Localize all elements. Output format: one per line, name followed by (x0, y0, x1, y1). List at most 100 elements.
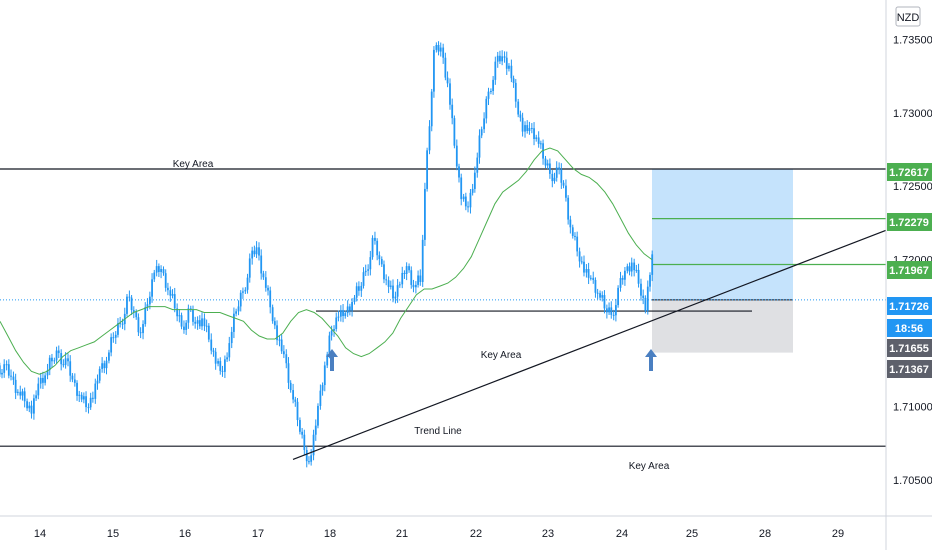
candle-body (105, 360, 108, 369)
candle-body (346, 306, 349, 314)
candle-body (610, 307, 613, 315)
price-tick-label: 1.71000 (893, 402, 932, 414)
candle-body (624, 270, 626, 280)
candle-body (303, 434, 306, 451)
candle-body (630, 262, 633, 272)
candle-body (544, 158, 547, 166)
candle-body (396, 285, 399, 297)
candle-body (126, 296, 128, 314)
trend-line-label: Trend Line (414, 426, 462, 437)
candle-body (157, 266, 160, 272)
candle-body (355, 286, 358, 298)
candle-body (619, 278, 622, 288)
price-tag-label: 1.71726 (889, 301, 929, 313)
key-area-label-top: Key Area (173, 159, 214, 170)
candle-body (16, 391, 19, 393)
candle-body (605, 308, 608, 313)
candle-body (371, 237, 374, 258)
candle-body (505, 57, 508, 69)
candle-body (214, 351, 217, 364)
candle-body (485, 98, 488, 119)
candle-body (171, 294, 174, 296)
candle-body (640, 283, 642, 296)
candle-body (635, 269, 638, 271)
candle-body (333, 328, 335, 331)
trend-line (292, 229, 887, 460)
candle-body (337, 316, 340, 318)
candle-body (294, 399, 297, 402)
candle-body (196, 320, 199, 324)
candle-body (237, 306, 240, 312)
arrow-up-icon (326, 349, 338, 371)
candle-body (26, 401, 28, 409)
candle-body (462, 196, 465, 200)
candle-body (185, 322, 188, 330)
candle-body (535, 137, 538, 139)
candle-body (310, 455, 313, 462)
price-axis[interactable]: NZD1.735001.730001.725001.720001.715001.… (885, 0, 932, 550)
price-tag (887, 163, 932, 181)
candle-body (596, 292, 599, 294)
candle-body (135, 311, 138, 318)
candle-body (233, 313, 235, 332)
candle-body (0, 365, 1, 375)
candle-body (151, 279, 153, 297)
candle-body (103, 363, 106, 369)
candle-body (198, 320, 201, 327)
candle-body (128, 296, 131, 298)
candle-body (453, 118, 456, 146)
candle-body (48, 357, 51, 371)
candle-body (649, 274, 651, 287)
candle-body (312, 434, 315, 456)
candle-body (46, 370, 49, 376)
candle-body (242, 291, 244, 293)
candle-body (219, 361, 222, 371)
candle-body (1, 372, 3, 375)
candle-body (562, 182, 565, 186)
candle-body (578, 251, 581, 262)
candle-body (353, 297, 356, 302)
candle-body (69, 361, 72, 376)
candle-body (521, 117, 524, 132)
candle-body (189, 308, 192, 310)
candle-body (449, 83, 451, 105)
candle-body (530, 128, 533, 130)
candle-body (374, 237, 376, 241)
candle-body (326, 354, 329, 366)
candle-body (110, 337, 113, 353)
candle-body (148, 296, 151, 305)
arrow-up-icon (645, 349, 657, 371)
price-tag (887, 360, 932, 378)
candle-body (273, 321, 276, 326)
candle-body (14, 379, 17, 393)
candle-body (187, 308, 190, 323)
candle-body (439, 47, 442, 52)
candle-body (80, 394, 83, 400)
candle-body (217, 361, 219, 364)
candle-body (473, 172, 476, 189)
candle-body (478, 135, 481, 158)
candle-body (524, 125, 526, 132)
candle-body (451, 104, 454, 119)
candle-body (376, 240, 379, 256)
candle-body (480, 129, 483, 136)
candle-body (614, 305, 617, 316)
candle-body (460, 177, 463, 200)
candle-body (226, 357, 228, 360)
candle-body (646, 286, 649, 311)
candle-body (514, 82, 517, 102)
candle-body (633, 262, 636, 271)
moving-average (0, 147, 653, 375)
candle-body (142, 324, 144, 334)
candle-body (89, 397, 92, 408)
candle-body (44, 375, 47, 383)
time-axis[interactable]: 14 15 16 17 18 21 22 23 24 25 28 29 (0, 515, 932, 540)
candle-body (308, 461, 310, 463)
price-tick-label: 1.72500 (893, 181, 932, 193)
candle-body (207, 325, 210, 340)
candle-body (162, 269, 165, 274)
candle-body (169, 290, 172, 296)
candle-body (251, 250, 254, 259)
candle-body (537, 137, 540, 144)
